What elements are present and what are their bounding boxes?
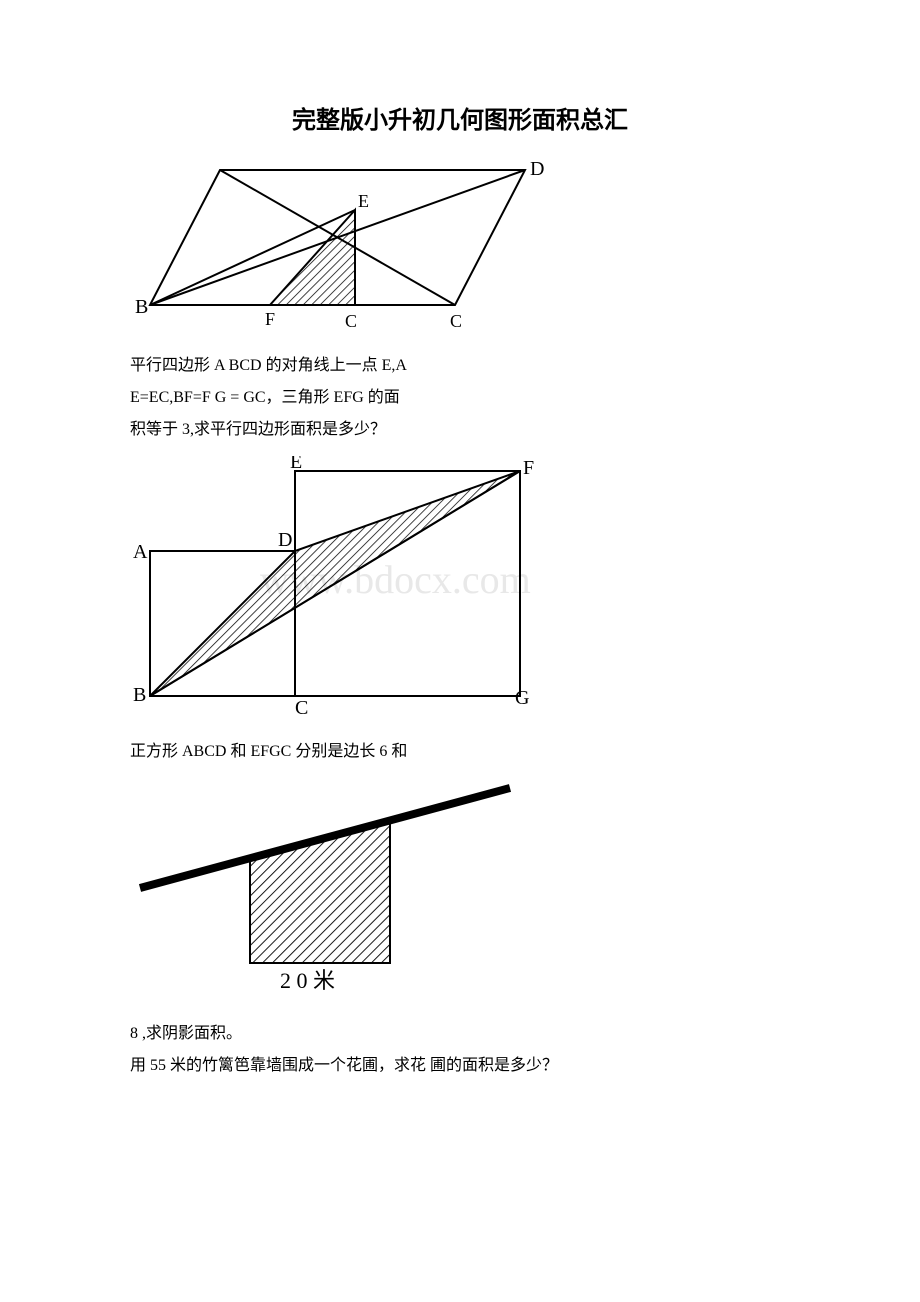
diagram-wall-fence: 2 0 米 xyxy=(130,778,800,1003)
label-G2: G xyxy=(515,687,529,709)
page-title: 完整版小升初几何图形面积总汇 xyxy=(120,100,800,135)
label-F2: F xyxy=(523,457,534,479)
label-20m: 2 0 米 xyxy=(280,968,335,993)
diagram-parallelogram: D E B F C C xyxy=(130,155,800,335)
label-E2: E xyxy=(290,456,302,473)
label-B: B xyxy=(135,296,148,318)
problem1-line3: 积等于 3,求平行四边形面积是多少？ xyxy=(130,414,800,446)
label-A2: A xyxy=(133,541,148,563)
label-D2: D xyxy=(278,529,292,551)
diagram-two-squares: www.bdocx.com E F A D B C G xyxy=(130,456,800,721)
label-C-arc: C xyxy=(345,311,357,330)
label-B2: B xyxy=(133,684,146,706)
problem3-line1: 8 ,求阴影面积。 xyxy=(130,1018,800,1050)
label-D: D xyxy=(530,158,544,180)
problem2-line1: 正方形 ABCD 和 EFGC 分别是边长 6 和 xyxy=(130,736,800,768)
problem3-line2: 用 55 米的竹篱笆靠墙围成一个花圃，求花 圃的面积是多少？ xyxy=(130,1050,800,1082)
label-C2: C xyxy=(295,697,308,716)
problem1-line1: 平行四边形 A BCD 的对角线上一点 E,A xyxy=(130,350,800,382)
label-E: E xyxy=(358,191,369,211)
problem1-line2: E=EC,BF=F G = GC，三角形 EFG 的面 xyxy=(130,382,800,414)
label-G-arc: C xyxy=(450,311,462,330)
label-F: F xyxy=(265,309,275,329)
